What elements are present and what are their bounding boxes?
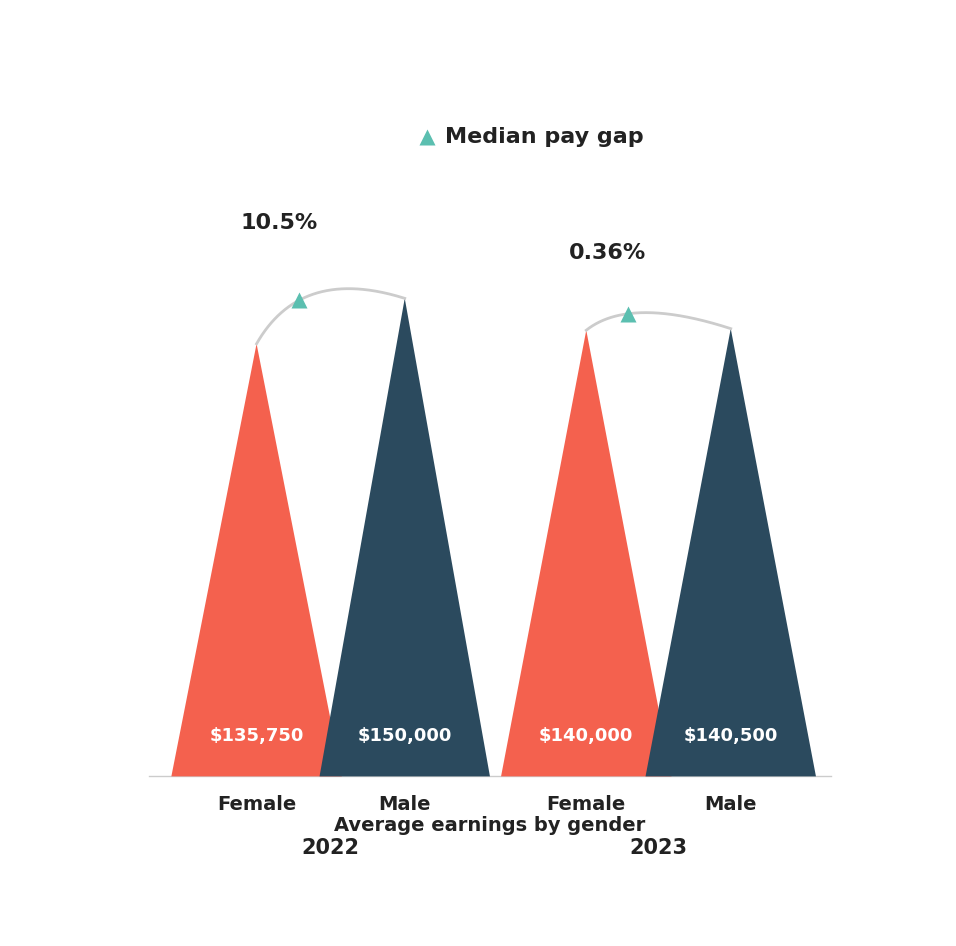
- Text: Male: Male: [379, 795, 431, 814]
- Text: Average earnings by gender: Average earnings by gender: [335, 815, 645, 834]
- Polygon shape: [404, 298, 489, 777]
- Text: Median pay gap: Median pay gap: [445, 127, 644, 147]
- Text: Female: Female: [217, 795, 296, 814]
- Text: $140,500: $140,500: [684, 727, 778, 745]
- Text: 2022: 2022: [302, 838, 359, 858]
- Text: $140,000: $140,000: [539, 727, 634, 745]
- Polygon shape: [256, 343, 341, 777]
- Text: 10.5%: 10.5%: [240, 213, 317, 233]
- Text: Female: Female: [547, 795, 626, 814]
- Polygon shape: [586, 330, 671, 777]
- Text: Male: Male: [705, 795, 757, 814]
- Polygon shape: [730, 328, 815, 777]
- Polygon shape: [501, 330, 671, 777]
- Text: $150,000: $150,000: [358, 727, 452, 745]
- Polygon shape: [645, 328, 815, 777]
- Polygon shape: [319, 298, 489, 777]
- Text: 0.36%: 0.36%: [570, 243, 646, 263]
- Polygon shape: [171, 343, 341, 777]
- Text: $135,750: $135,750: [209, 727, 304, 745]
- Text: 2023: 2023: [629, 838, 687, 858]
